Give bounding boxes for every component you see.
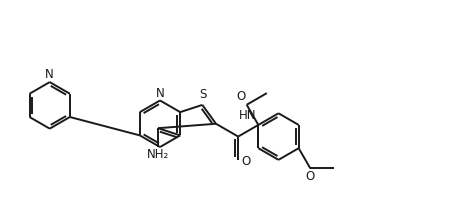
Text: NH₂: NH₂ xyxy=(147,149,169,161)
Text: N: N xyxy=(45,68,54,81)
Text: HN: HN xyxy=(238,109,255,122)
Text: N: N xyxy=(155,87,164,100)
Text: O: O xyxy=(241,155,250,167)
Text: O: O xyxy=(236,90,245,103)
Text: O: O xyxy=(305,170,314,183)
Text: S: S xyxy=(199,88,206,101)
